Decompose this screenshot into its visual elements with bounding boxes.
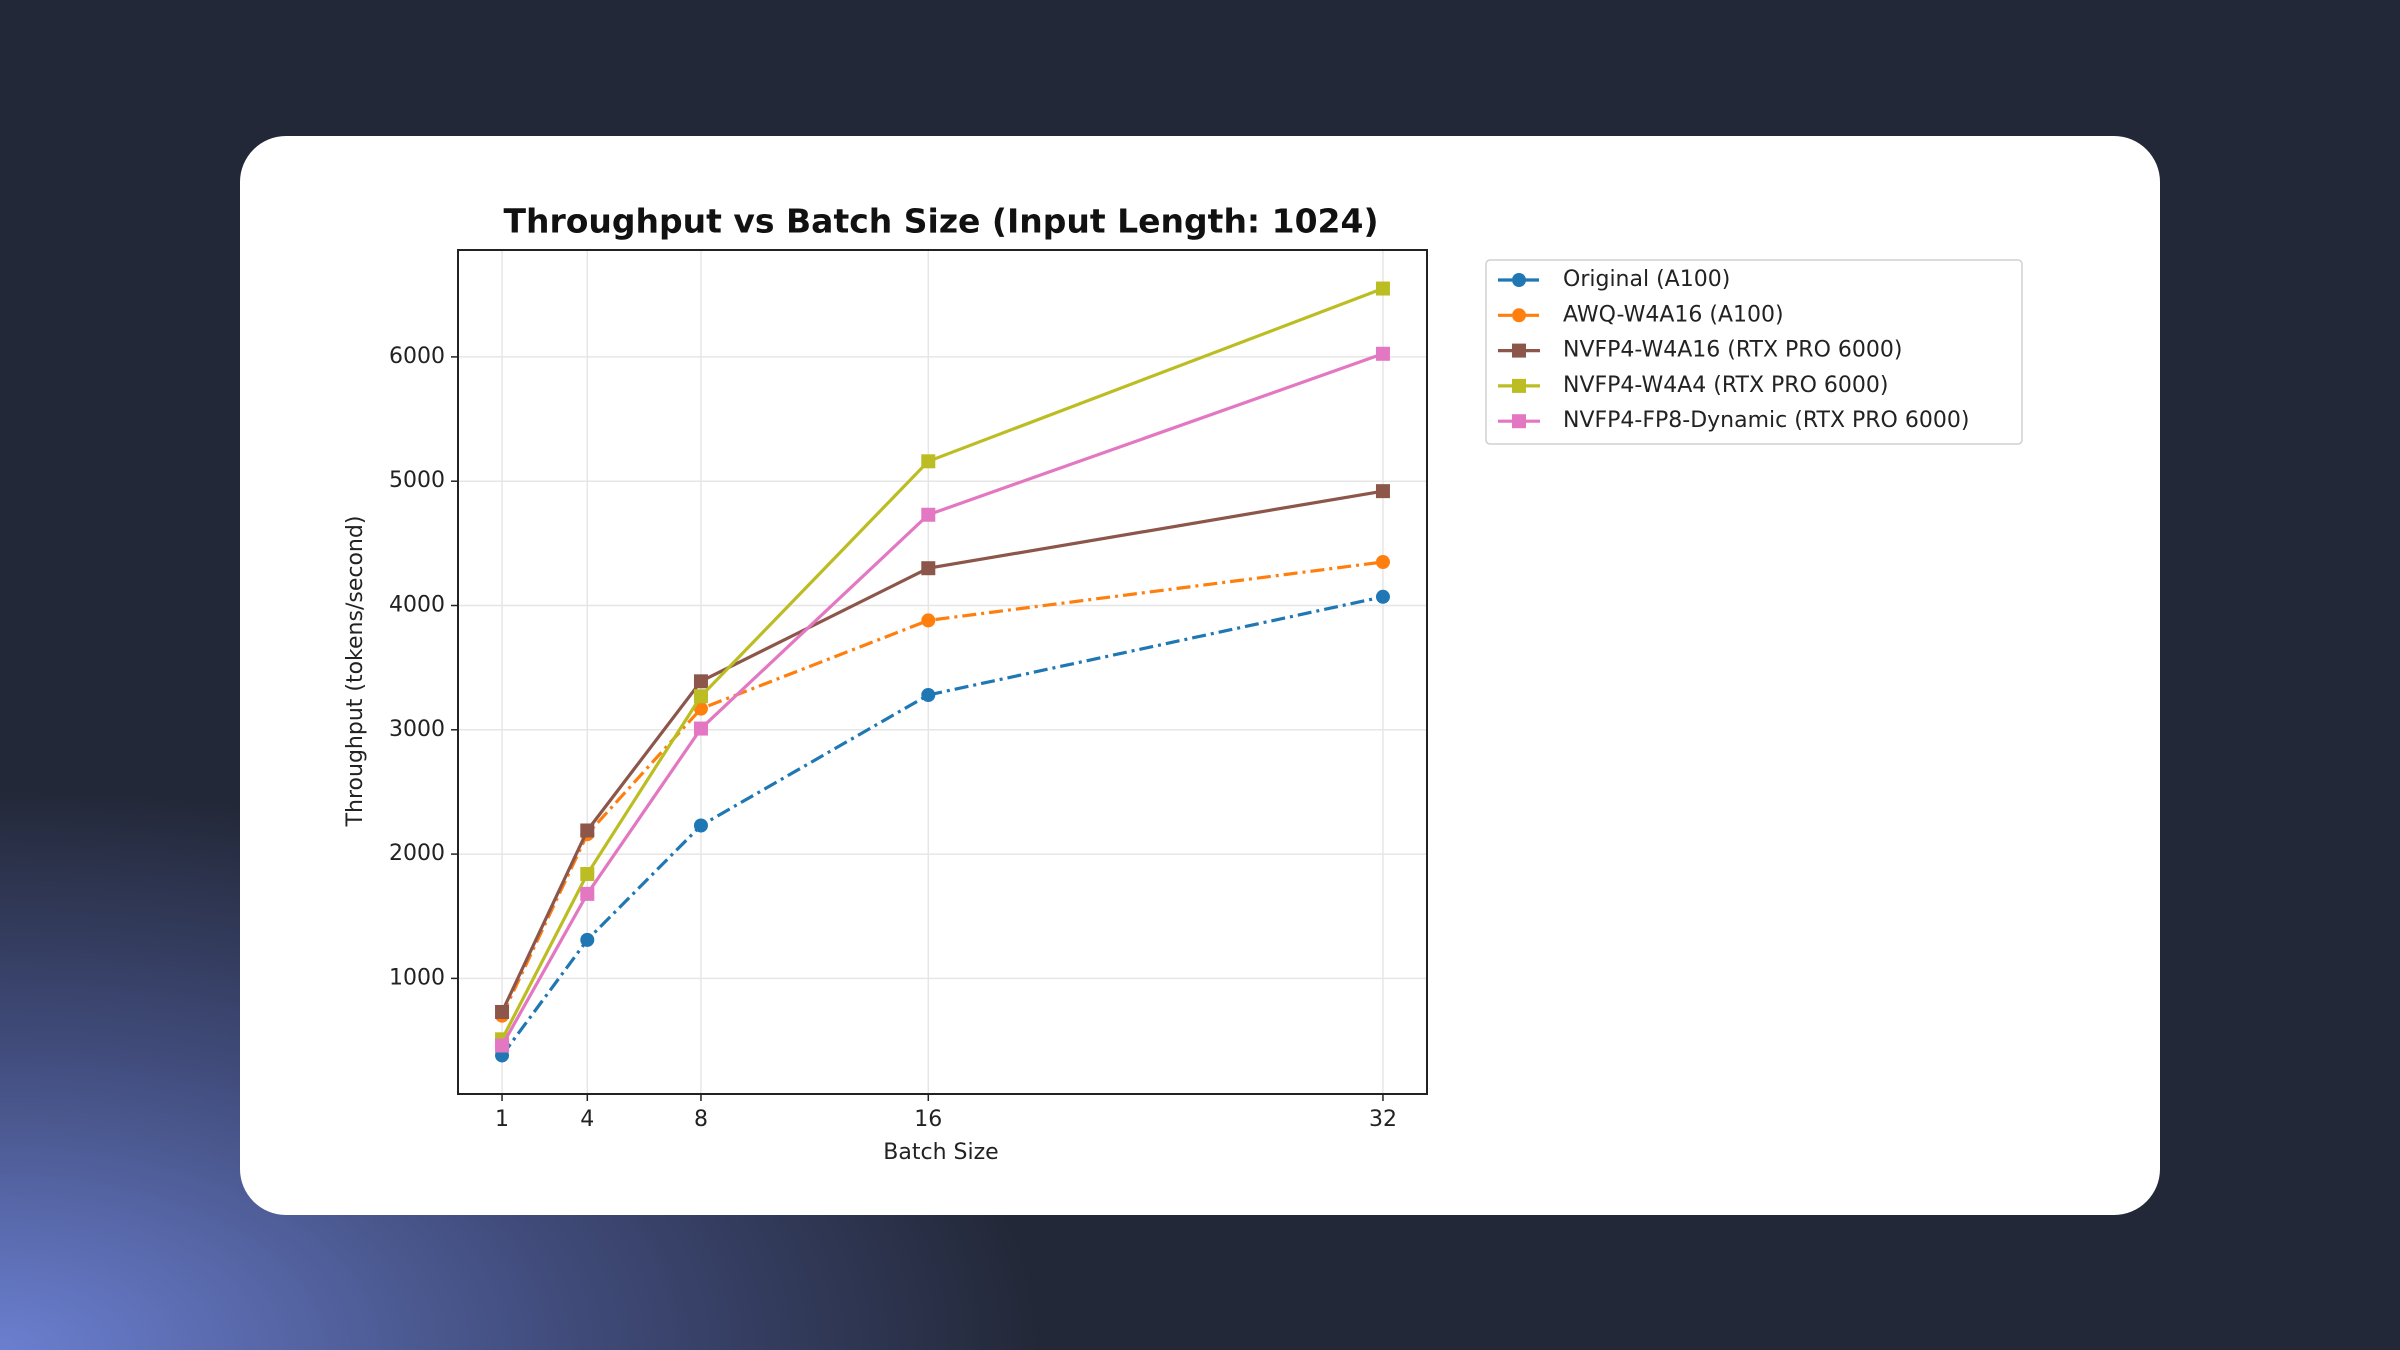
data-point [921,613,936,628]
y-tick-label: 2000 [389,841,445,866]
y-axis-label: Throughput (tokens/second) [343,516,368,828]
x-tick-label: 16 [914,1107,942,1132]
x-tick-label: 32 [1369,1107,1397,1132]
x-tick-label: 8 [694,1107,708,1132]
data-point [1375,346,1390,361]
chart-title: Throughput vs Batch Size (Input Length: … [503,202,1378,241]
data-point [921,561,936,576]
data-point [495,1038,510,1053]
series-line [500,560,1384,1017]
x-tick-label: 1 [495,1107,509,1132]
data-point [693,701,708,716]
data-point [921,454,936,469]
plot-frame [457,249,1428,1095]
legend-marker [1512,308,1526,323]
y-tick-label: 6000 [389,344,445,369]
data-point [1375,484,1390,499]
legend-marker [1512,378,1526,393]
legend-marker [1512,273,1526,287]
data-point [580,823,595,838]
data-point [693,674,708,689]
data-point [580,866,595,881]
data-point [693,721,708,736]
x-axis-label: Batch Size [883,1140,998,1165]
data-point [580,886,595,901]
legend-box [1485,259,2023,445]
data-point [921,687,936,702]
data-point [1375,554,1390,569]
data-point [1375,589,1390,604]
legend-marker [1512,414,1526,429]
legend-marker [1512,343,1526,358]
data-point [1375,281,1390,296]
y-tick-label: 5000 [389,468,445,493]
data-point [921,507,936,522]
legend-label: AWQ-W4A16 (A100) [1563,302,1784,327]
legend-label: NVFP4-W4A16 (RTX PRO 6000) [1563,338,1902,363]
y-tick-label: 4000 [389,592,445,617]
data-point [693,689,708,704]
y-tick-label: 3000 [389,717,445,742]
x-tick-label: 4 [580,1107,594,1132]
data-point [580,932,595,947]
data-point [495,1004,510,1019]
legend-label: NVFP4-W4A4 (RTX PRO 6000) [1563,373,1888,398]
y-tick-label: 1000 [389,965,445,990]
legend-label: NVFP4-FP8-Dynamic (RTX PRO 6000) [1563,408,1969,433]
data-point [693,818,708,833]
legend-label: Original (A100) [1563,267,1730,292]
series-line [500,489,1384,1013]
